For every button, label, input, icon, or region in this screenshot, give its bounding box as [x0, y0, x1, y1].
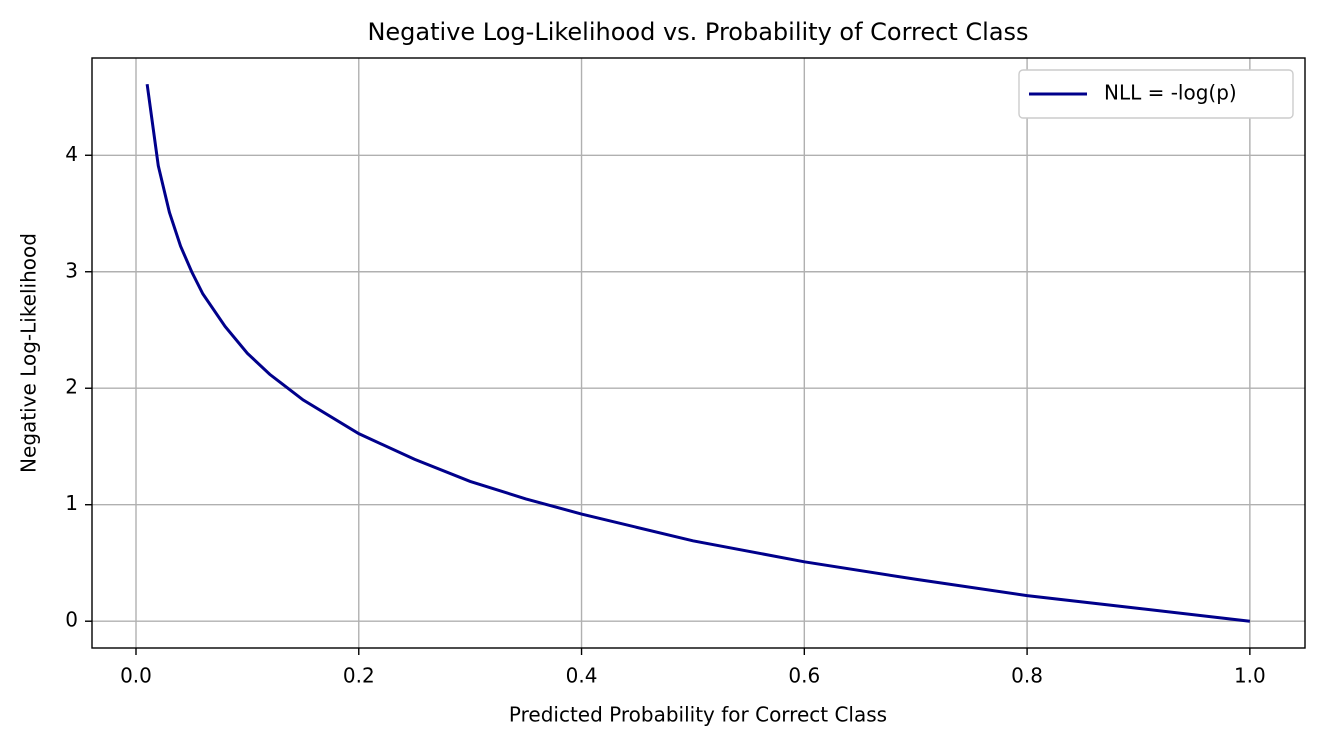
legend-box: [1018, 69, 1294, 119]
y-tick-label: 0: [65, 608, 78, 632]
y-tick-label: 4: [65, 142, 78, 166]
x-axis-label: Predicted Probability for Correct Class: [509, 703, 887, 727]
x-tick-label: 1.0: [1234, 664, 1266, 688]
x-tick-label: 0.4: [566, 664, 598, 688]
line-series: [145, 84, 1251, 623]
x-tick-label: 0.6: [788, 664, 820, 688]
y-axis-label: Negative Log-Likelihood: [17, 233, 41, 473]
x-tick-label: 0.0: [120, 664, 152, 688]
y-tick-label: 2: [65, 375, 78, 399]
legend-label: NLL = -log(p): [1104, 81, 1237, 105]
x-tick-label: 0.2: [343, 664, 375, 688]
x-tick-label: 0.8: [1011, 664, 1043, 688]
y-tick-label: 1: [65, 491, 78, 515]
plot-frame: [91, 57, 1306, 649]
y-tick-label: 3: [65, 258, 78, 282]
chart-title: Negative Log-Likelihood vs. Probability …: [367, 18, 1028, 46]
